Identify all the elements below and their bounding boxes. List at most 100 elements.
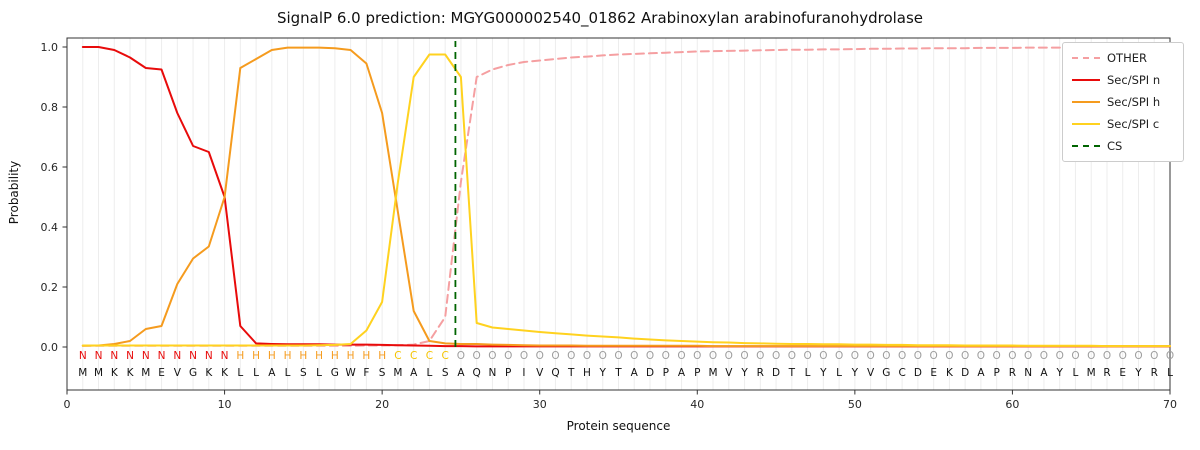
sequence-letter: L [237, 367, 243, 379]
legend-line-sample-icon [1072, 101, 1100, 103]
region-label: O [536, 350, 544, 362]
region-label: O [693, 350, 701, 362]
region-label: O [457, 350, 465, 362]
x-tick-label: 70 [1163, 398, 1177, 411]
region-label: H [268, 350, 276, 362]
region-label: N [158, 350, 166, 362]
sequence-letter: V [536, 367, 544, 379]
region-label: C [441, 350, 448, 362]
region-label: N [95, 350, 103, 362]
series-line-sec-spi-h [81, 46, 1171, 348]
legend-label: Sec/SPI c [1107, 117, 1160, 131]
sequence-letter: A [268, 367, 276, 379]
sequence-letter: E [1119, 367, 1126, 379]
region-label: O [740, 350, 748, 362]
sequence-letter: M [78, 367, 87, 379]
sequence-letter: L [426, 367, 432, 379]
region-label: O [504, 350, 512, 362]
x-tick-label: 40 [690, 398, 704, 411]
x-tick-label: 30 [533, 398, 547, 411]
sequence-letter: D [914, 367, 922, 379]
region-label: O [945, 350, 953, 362]
region-label: O [662, 350, 670, 362]
sequence-letter: L [1073, 367, 1079, 379]
sequence-letter: L [1167, 367, 1173, 379]
region-label: O [1150, 350, 1158, 362]
x-tick-label: 20 [375, 398, 389, 411]
sequence-letter: A [457, 367, 465, 379]
region-label: O [1056, 350, 1064, 362]
region-label: O [993, 350, 1001, 362]
y-axis-label: Probability [7, 161, 21, 224]
region-label: H [315, 350, 323, 362]
region-label: N [221, 350, 229, 362]
sequence-letter: P [663, 367, 669, 379]
y-axis: 0.0 0.2 0.4 0.6 0.8 1.0 [41, 41, 67, 354]
sequence-letter: W [345, 367, 356, 379]
sequence-letter: K [946, 367, 954, 379]
region-label: N [189, 350, 197, 362]
sequence-letter: K [205, 367, 213, 379]
region-label: O [851, 350, 859, 362]
x-axis-label: Protein sequence [567, 419, 671, 433]
sequence-letter: N [489, 367, 497, 379]
x-tick-label: 60 [1005, 398, 1019, 411]
region-label: O [473, 350, 481, 362]
region-label: N [173, 350, 181, 362]
series-line-sec-spi-n [81, 46, 1171, 348]
sequence-letter: Y [819, 367, 827, 379]
sequence-letter: K [221, 367, 229, 379]
series-line-other [81, 46, 1171, 347]
region-label: N [79, 350, 87, 362]
sequence-letter: A [631, 367, 639, 379]
sequence-letter: M [709, 367, 718, 379]
chart-title: SignalP 6.0 prediction: MGYG000002540_01… [276, 9, 924, 27]
sequence-letter: L [253, 367, 259, 379]
sequence-letter: T [567, 367, 575, 379]
region-label: O [614, 350, 622, 362]
legend: OTHER Sec/SPI n Sec/SPI h Sec/SPI c CS [1062, 42, 1184, 162]
legend-item-sec-spi-h: Sec/SPI h [1072, 95, 1174, 109]
sequence-letter: T [614, 367, 622, 379]
region-label: O [709, 350, 717, 362]
region-label: H [284, 350, 292, 362]
legend-label: Sec/SPI n [1107, 73, 1161, 87]
region-label: H [347, 350, 355, 362]
x-tick-label: 0 [64, 398, 71, 411]
sequence-letter: L [805, 367, 811, 379]
region-label: N [142, 350, 150, 362]
sequence-letter: A [678, 367, 686, 379]
region-label: H [331, 350, 339, 362]
sequence-letter: R [1151, 367, 1158, 379]
y-tick-label: 0.6 [41, 161, 59, 174]
sequence-letter: P [993, 367, 999, 379]
sequence-letter: Y [851, 367, 859, 379]
sequence-letter: M [1087, 367, 1096, 379]
sequence-letter: A [410, 367, 418, 379]
region-label: O [646, 350, 654, 362]
sequence-letter: M [393, 367, 402, 379]
sequence-letter: V [725, 367, 733, 379]
sequence-letter: T [788, 367, 796, 379]
x-axis: 0 10 20 30 40 50 60 70 [64, 390, 1177, 411]
sequence-letter: D [646, 367, 654, 379]
sequence-letter: V [867, 367, 875, 379]
sequence-letter: G [331, 367, 339, 379]
sequence-letter: R [757, 367, 764, 379]
region-label: N [110, 350, 118, 362]
sequence-letter: V [174, 367, 182, 379]
region-label: O [866, 350, 874, 362]
region-label: C [410, 350, 417, 362]
region-label: O [898, 350, 906, 362]
sequence-letter: S [379, 367, 386, 379]
sequence-letter: D [961, 367, 969, 379]
region-label: H [362, 350, 370, 362]
region-label: O [961, 350, 969, 362]
legend-label: Sec/SPI h [1107, 95, 1161, 109]
region-label: C [394, 350, 401, 362]
x-tick-label: 50 [848, 398, 862, 411]
legend-line-sample-icon [1072, 57, 1100, 59]
plot-frame [66, 37, 1171, 391]
region-label: C [426, 350, 433, 362]
